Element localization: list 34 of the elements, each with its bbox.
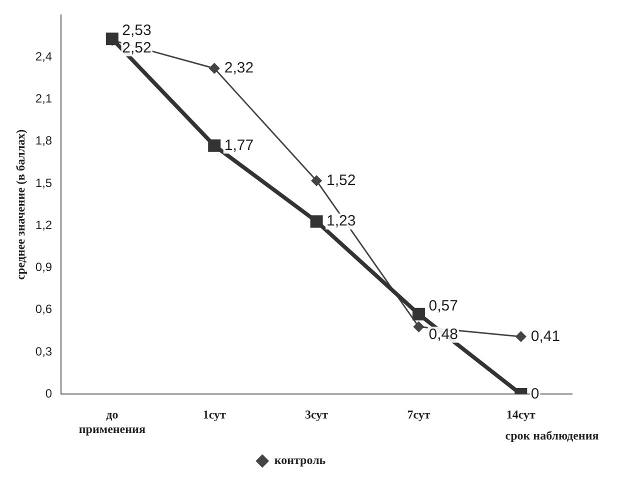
x-tick-label: 3сут	[305, 407, 328, 422]
point	[209, 63, 220, 74]
data-label: 0,41	[530, 328, 560, 345]
legend-label: контроль	[274, 453, 326, 468]
data-label: 1,77	[224, 136, 254, 154]
x-tick-label: 1сут	[202, 407, 226, 422]
data-label: 2,52	[122, 39, 152, 56]
y-axis-title: среднее значение (в баллах)	[13, 129, 28, 280]
data-label: 1,23	[326, 212, 356, 230]
y-tick-label: 1,5	[35, 176, 52, 190]
x-tick-label: до применения	[78, 407, 146, 436]
x-tick-label: 7сут	[407, 407, 430, 422]
y-tick-label: 0,9	[35, 260, 52, 274]
y-tick-label: 0	[45, 386, 52, 401]
data-label: 0	[530, 385, 540, 402]
data-label: 0,48	[428, 326, 458, 343]
point	[208, 139, 221, 152]
point	[412, 308, 425, 320]
y-tick-label: 2,4	[35, 49, 52, 64]
data-label: 2,53	[122, 22, 152, 40]
y-tick-label: 0,3	[35, 344, 52, 358]
point	[413, 322, 424, 332]
y-tick-label: 2,1	[35, 92, 52, 106]
point	[516, 331, 526, 342]
x-axis-title: срок наблюдения	[505, 428, 600, 442]
x-tick-label: 14сут	[506, 407, 536, 422]
data-label: 0,57	[428, 297, 458, 314]
y-tick-label: 1,8	[35, 134, 52, 148]
data-label: 1,52	[326, 172, 356, 189]
y-tick-label: 0,6	[35, 302, 52, 316]
point	[311, 175, 322, 186]
point	[310, 215, 323, 228]
y-tick-label: 1,2	[35, 218, 52, 232]
data-label: 2,32	[224, 60, 254, 77]
